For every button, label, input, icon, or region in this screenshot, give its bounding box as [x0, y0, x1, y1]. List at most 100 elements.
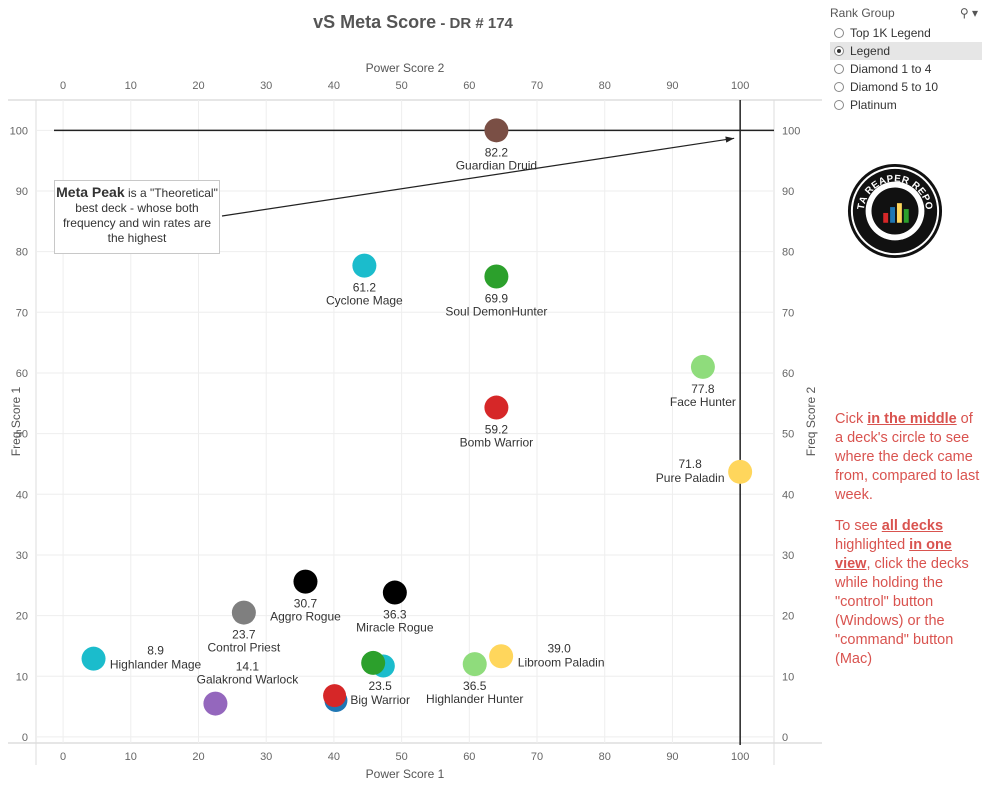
- data-label-score: 23.5: [368, 679, 392, 693]
- radio-icon[interactable]: [834, 82, 844, 92]
- radio-icon[interactable]: [834, 100, 844, 110]
- rank-option-label: Diamond 5 to 10: [850, 80, 939, 94]
- x-tick-label-top: 10: [125, 80, 137, 92]
- x-tick-label-bottom: 90: [666, 751, 678, 763]
- x-axis-title-bottom: Power Score 1: [366, 767, 445, 781]
- x-tick-label-bottom: 40: [328, 751, 340, 763]
- data-label-score: 36.3: [383, 608, 407, 622]
- radio-icon[interactable]: [834, 64, 844, 74]
- note-text: highlighted: [835, 537, 910, 553]
- x-tick-label-top: 60: [463, 80, 475, 92]
- x-tick-label-top: 20: [192, 80, 204, 92]
- rank-option-legend[interactable]: Legend: [830, 42, 982, 60]
- note-emphasis: in one view: [835, 537, 952, 572]
- rank-option-label: Diamond 1 to 4: [850, 62, 932, 76]
- data-label-score: 30.7: [294, 597, 318, 611]
- x-tick-label-top: 80: [599, 80, 611, 92]
- data-label-score: 71.8: [678, 457, 702, 471]
- y-tick-label-left: 10: [16, 671, 28, 683]
- data-label-score: 77.8: [691, 382, 715, 396]
- note-emphasis: in the middle: [867, 411, 957, 427]
- y-tick-label-left: 40: [16, 489, 28, 501]
- callout-bold: Meta Peak: [56, 184, 125, 200]
- callout-text: is a "Theoretical" best deck - whose bot…: [62, 186, 218, 245]
- data-label-score: 39.0: [547, 641, 571, 655]
- chart-title-sub: DR # 174: [449, 15, 513, 32]
- x-tick-label-top: 70: [531, 80, 543, 92]
- x-tick-label-bottom: 0: [60, 751, 66, 763]
- rank-option-diamond-5-10[interactable]: Diamond 5 to 10: [830, 78, 982, 96]
- x-tick-label-top: 30: [260, 80, 272, 92]
- chart-title-main: vS Meta Score: [313, 12, 437, 32]
- rank-option-label: Legend: [850, 44, 891, 58]
- chart-title-sep: -: [436, 15, 450, 32]
- data-label-score: 23.7: [232, 628, 256, 642]
- y-tick-label-left: 60: [16, 368, 28, 380]
- data-label-deck: Bomb Warrior: [460, 436, 534, 450]
- chevron-down-icon[interactable]: ▾: [971, 6, 978, 20]
- data-reaper-logo-icon: DATA REAPER REPORT: [846, 162, 943, 259]
- scatter-point: [293, 569, 318, 594]
- y-axis-title-left: Freq Score 1: [9, 386, 23, 456]
- data-label-score: 61.2: [353, 281, 377, 295]
- y-tick-label-right: 90: [782, 186, 794, 198]
- data-label-deck: Libroom Paladin: [518, 655, 605, 669]
- chart-title: vS Meta Score - DR # 174: [0, 12, 826, 33]
- y-tick-label-right: 70: [782, 307, 794, 319]
- note-emphasis: all decks: [881, 518, 944, 534]
- data-label-score: 36.5: [463, 679, 487, 693]
- rank-option-top1k[interactable]: Top 1K Legend: [830, 24, 982, 42]
- x-tick-label-bottom: 50: [395, 751, 407, 763]
- x-axis-title-top: Power Score 2: [366, 61, 445, 75]
- scatter-point: [690, 354, 715, 379]
- rank-group-filter: Rank Group ⚲ ▾ Top 1K Legend Legend Diam…: [830, 6, 982, 114]
- x-tick-label-top: 100: [731, 80, 749, 92]
- scatter-point: [489, 644, 514, 669]
- y-tick-label-left: 50: [16, 429, 28, 441]
- note-text: To see: [835, 518, 882, 534]
- rank-option-diamond-1-4[interactable]: Diamond 1 to 4: [830, 60, 982, 78]
- y-tick-label-right: 10: [782, 671, 794, 683]
- y-tick-label-left: 70: [16, 307, 28, 319]
- data-label-score: 82.2: [485, 145, 509, 159]
- meta-peak-arrow: [221, 137, 735, 217]
- radio-icon[interactable]: [834, 28, 844, 38]
- y-axis-title-right: Freq Score 2: [804, 386, 818, 456]
- data-label-deck: Soul DemonHunter: [445, 305, 547, 319]
- data-label-score: 8.9: [147, 644, 164, 658]
- x-tick-label-top: 50: [395, 80, 407, 92]
- note-text: , click the decks while holding the "con…: [835, 556, 969, 667]
- note-paragraph-2: To see all decks highlighted in one view…: [835, 517, 983, 669]
- data-label-deck: Guardian Druid: [456, 158, 537, 172]
- y-tick-label-right: 0: [782, 732, 788, 744]
- scatter-chart: 0 0 10 10 20 20 30 30 40 40 50 50 60 60 70 70 80 80 90 90 10…: [8, 61, 822, 781]
- y-tick-label-left: 80: [16, 247, 28, 259]
- scatter-point: [352, 253, 377, 278]
- y-tick-label-left: 30: [16, 550, 28, 562]
- scatter-point: [81, 646, 106, 671]
- y-tick-label-right: 80: [782, 247, 794, 259]
- scatter-point: [203, 691, 228, 716]
- x-tick-label-bottom: 10: [125, 751, 137, 763]
- y-tick-label-left: 100: [10, 125, 28, 137]
- arrow-head-icon: [725, 136, 735, 143]
- rank-group-header: Rank Group ⚲ ▾: [830, 6, 982, 24]
- x-tick-label-top: 40: [328, 80, 340, 92]
- rank-option-label: Platinum: [850, 98, 897, 112]
- data-label-score: 14.1: [236, 660, 260, 674]
- data-label-score: 59.2: [485, 423, 509, 437]
- data-label-deck: Cyclone Mage: [326, 294, 403, 308]
- radio-selected-icon[interactable]: [834, 46, 844, 56]
- y-tick-label-right: 50: [782, 429, 794, 441]
- instructions-note: Cick in the middle of a deck's circle to…: [835, 410, 983, 681]
- y-tick-label-right: 60: [782, 368, 794, 380]
- y-tick-label-left: 90: [16, 186, 28, 198]
- search-icon[interactable]: ⚲: [959, 6, 969, 20]
- y-tick-label-right: 20: [782, 611, 794, 623]
- x-tick-label-top: 0: [60, 80, 66, 92]
- scatter-point: [728, 459, 753, 484]
- scatter-point: [323, 684, 347, 708]
- rank-option-platinum[interactable]: Platinum: [830, 96, 982, 114]
- note-text: of a deck's circle to see where the deck…: [835, 411, 980, 503]
- scatter-point: [231, 600, 256, 625]
